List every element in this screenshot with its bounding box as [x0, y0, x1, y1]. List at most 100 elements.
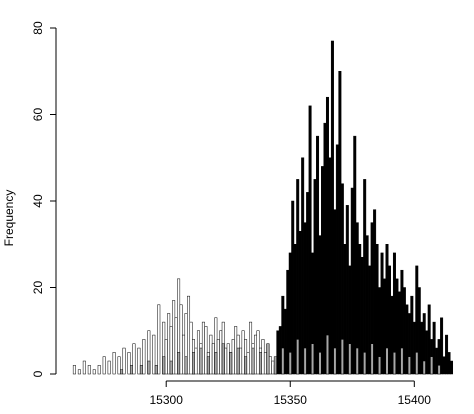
bar-series-2 [412, 321, 416, 375]
bar-series-1 [182, 334, 186, 375]
bar-series-1 [234, 326, 238, 375]
bar-series-1 [117, 356, 121, 375]
bar-series-1 [211, 343, 215, 375]
x-tick-label: 15300 [150, 393, 184, 407]
bar-series-1 [172, 300, 176, 375]
bar-series-1 [152, 334, 156, 375]
bar-series-1 [72, 365, 76, 375]
bar-series-2 [301, 157, 305, 375]
bar-series-2 [397, 291, 401, 375]
bar-series-3 [221, 343, 225, 375]
bar-series-2 [360, 256, 364, 375]
y-axis-title: Frequency [2, 190, 16, 247]
bar-series-3 [325, 334, 329, 375]
bar-series-3 [422, 360, 426, 375]
bar-series-2 [447, 352, 451, 375]
bar-series-2 [432, 321, 436, 375]
bar-series-2 [298, 231, 302, 375]
bar-series-1 [82, 360, 86, 375]
bar-series-1 [209, 334, 213, 375]
bar-series-2 [410, 295, 414, 375]
bar-series-2 [325, 96, 329, 375]
bar-series-2 [276, 330, 280, 375]
bar-series-2 [286, 269, 290, 375]
bar-series-2 [291, 200, 295, 375]
y-axis: 0 20 40 60 80 [31, 21, 57, 377]
y-tick-label: 80 [31, 21, 45, 35]
bar-series-1 [174, 317, 178, 375]
x-tick-label: 15350 [274, 393, 308, 407]
bar-series-3 [177, 352, 181, 375]
bar-series-3 [370, 343, 374, 375]
bars-layer [72, 40, 454, 375]
bar-series-1 [137, 347, 141, 375]
bar-series-2 [420, 321, 424, 375]
bar-series-3 [154, 365, 158, 375]
bar-series-1 [92, 369, 96, 375]
bar-series-3 [392, 352, 396, 375]
bar-series-2 [442, 356, 446, 375]
bar-series-2 [427, 304, 431, 375]
bar-series-3 [437, 365, 441, 375]
bar-series-1 [271, 360, 275, 375]
bar-series-2 [345, 205, 349, 375]
bar-series-3 [385, 347, 389, 375]
bar-series-1 [112, 352, 116, 375]
bar-series-3 [147, 360, 151, 375]
bar-series-3 [192, 352, 195, 375]
bar-series-1 [167, 313, 171, 375]
y-tick-label: 0 [31, 370, 45, 377]
bar-series-1 [157, 304, 161, 375]
bar-series-3 [273, 356, 277, 375]
x-tick-label: 15400 [398, 393, 432, 407]
bar-series-1 [219, 330, 223, 375]
bar-series-3 [318, 352, 322, 375]
bar-series-3 [162, 356, 166, 375]
bar-series-1 [179, 304, 183, 375]
bar-series-3 [400, 347, 404, 375]
y-tick-label: 40 [31, 194, 45, 208]
bar-series-3 [333, 347, 337, 375]
bar-series-2 [375, 244, 379, 375]
bar-series-3 [430, 356, 434, 375]
bar-series-1 [239, 347, 243, 375]
bar-series-2 [343, 244, 347, 375]
bar-series-3 [340, 339, 344, 375]
bar-series-2 [390, 295, 394, 375]
bar-series-3 [169, 360, 173, 375]
bar-series-3 [355, 347, 359, 375]
bar-series-3 [258, 352, 262, 375]
bar-series-2 [435, 347, 439, 375]
bar-series-2 [445, 334, 449, 375]
bar-series-1 [194, 347, 198, 375]
bar-series-1 [268, 356, 272, 375]
bar-series-1 [107, 360, 111, 375]
bar-series-1 [97, 365, 101, 375]
y-tick-label: 60 [31, 108, 45, 122]
bar-series-3 [139, 365, 143, 375]
bar-series-3 [281, 347, 285, 375]
bar-series-2 [395, 278, 399, 375]
bar-series-3 [407, 356, 411, 375]
bar-series-2 [323, 122, 327, 375]
bar-series-1 [256, 330, 260, 375]
bar-series-3 [303, 347, 307, 375]
bar-series-1 [127, 352, 131, 375]
bar-series-2 [283, 308, 287, 375]
bar-series-2 [350, 187, 354, 375]
bar-series-1 [254, 334, 258, 375]
bar-series-3 [251, 347, 255, 375]
bar-series-2 [293, 244, 297, 375]
bar-series-2 [383, 278, 387, 375]
bar-series-2 [363, 179, 367, 375]
bar-series-3 [348, 343, 352, 375]
bar-series-2 [380, 252, 384, 375]
bar-series-2 [353, 135, 357, 375]
x-axis: 15300 15350 15400 [150, 380, 432, 407]
bar-series-1 [142, 339, 146, 375]
bar-series-1 [122, 347, 126, 375]
bar-series-3 [311, 343, 315, 375]
bar-series-1 [189, 321, 193, 375]
bar-series-3 [266, 343, 270, 375]
